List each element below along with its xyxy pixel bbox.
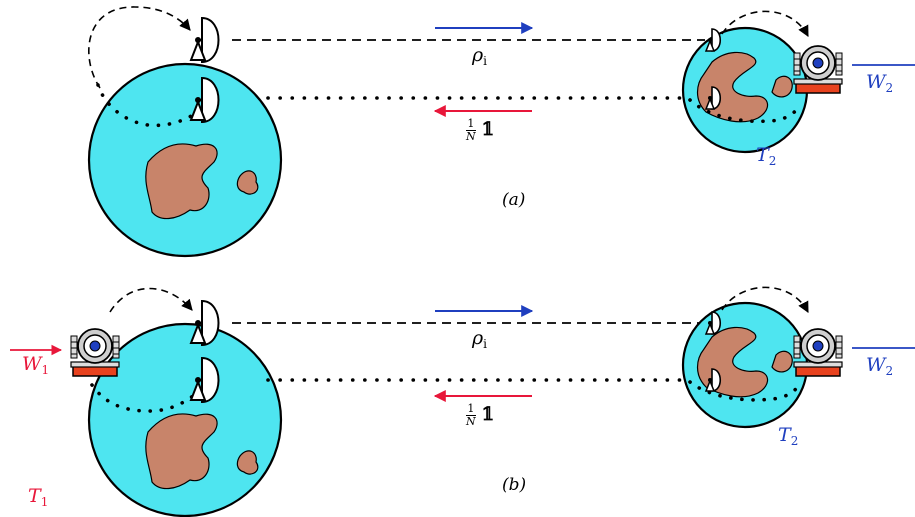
swap-arc (721, 10, 809, 37)
heat-engine-icon (70, 328, 120, 377)
earth-globe-icon (87, 322, 283, 517)
right-work-label: W2 (866, 354, 894, 378)
right-work-label: W2 (866, 71, 894, 95)
panel-caption: (b) (502, 475, 527, 495)
satellite-dish-icon (190, 300, 220, 346)
satellite-dish-icon (705, 28, 722, 52)
panel-caption: (a) (502, 190, 526, 210)
panel-b (10, 286, 915, 517)
forward-state-label: ρi (472, 327, 488, 351)
left-work-label: W1 (22, 353, 50, 377)
swap-arc (721, 286, 809, 313)
right-reservoir-label: T2 (778, 424, 799, 448)
right-reservoir-label: T2 (756, 144, 777, 168)
satellite-dish-icon (190, 17, 220, 63)
swap-arc (109, 287, 193, 313)
earth-globe-icon (681, 26, 809, 154)
swap-arc (88, 6, 191, 89)
forward-state-label: ρi (472, 44, 488, 68)
panel-a (87, 6, 915, 258)
earth-globe-icon (87, 62, 283, 258)
left-reservoir-label: T1 (28, 485, 49, 509)
earth-globe-icon (681, 301, 809, 429)
